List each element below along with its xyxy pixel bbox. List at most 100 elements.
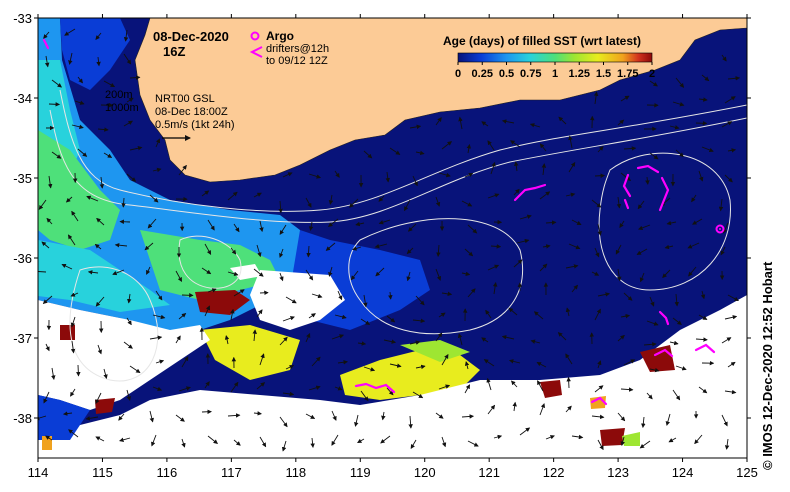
current-arrow	[374, 243, 388, 249]
colorbar-title: Age (days) of filled SST (wrt latest)	[443, 34, 641, 48]
current-arrow	[415, 150, 425, 156]
current-arrow	[96, 217, 105, 226]
current-arrow	[61, 263, 73, 270]
current-arrow	[675, 149, 684, 158]
current-arrow	[357, 341, 367, 346]
drifter-track	[354, 382, 396, 394]
current-arrow	[541, 163, 547, 176]
current-arrow	[487, 404, 496, 415]
current-arrow	[545, 220, 557, 225]
current-arrow	[412, 391, 424, 399]
current-arrow	[638, 224, 651, 230]
current-arrow	[95, 436, 105, 442]
current-arrow	[698, 314, 708, 320]
current-arrow	[334, 314, 347, 320]
current-arrow	[38, 199, 47, 210]
current-arrow	[352, 246, 362, 251]
current-arrow	[536, 362, 547, 368]
current-arrow	[71, 210, 79, 222]
lon-tick-label: 122	[543, 465, 565, 480]
lon-tick-label: 116	[157, 465, 178, 480]
current-arrow	[152, 386, 163, 391]
current-arrow	[103, 80, 116, 88]
current-arrow	[118, 413, 125, 421]
current-arrow	[435, 196, 441, 207]
current-arrow	[233, 223, 240, 233]
current-arrow	[438, 384, 451, 390]
current-arrow	[616, 196, 622, 209]
current-arrow	[325, 242, 336, 251]
current-arrow	[144, 242, 154, 251]
current-arrow	[230, 381, 239, 393]
lon-tick-label: 120	[414, 465, 436, 480]
current-arrow	[178, 313, 187, 320]
lat-tick-label: -34	[13, 91, 32, 106]
current-arrow	[305, 197, 312, 208]
current-arrow	[408, 415, 413, 429]
credit-label: © IMOS 12-Dec-2020 12:52 Hobart	[760, 261, 775, 470]
current-arrow	[375, 267, 385, 277]
current-arrow	[378, 219, 391, 225]
current-arrow	[415, 364, 426, 370]
patch-red-b	[540, 380, 562, 398]
patch-red-d	[60, 325, 75, 340]
drifter-legend-icon	[249, 46, 263, 58]
current-arrow	[645, 176, 650, 185]
current-arrow	[281, 440, 287, 452]
drifter-track	[622, 173, 632, 210]
current-arrow	[435, 117, 442, 126]
current-arrow	[45, 343, 50, 352]
current-arrow	[328, 218, 339, 227]
current-arrow	[126, 389, 131, 401]
current-vectors	[38, 28, 741, 452]
current-arrow	[698, 386, 708, 394]
current-arrow	[70, 316, 76, 328]
current-arrow	[354, 414, 359, 427]
current-arrow	[233, 439, 241, 446]
current-arrow	[149, 410, 154, 423]
current-arrow	[662, 269, 671, 279]
current-arrow	[409, 124, 422, 130]
current-arrow	[721, 414, 728, 427]
current-arrow	[71, 124, 84, 129]
current-arrow	[357, 438, 365, 443]
current-arrow	[388, 291, 393, 300]
drifter-track	[590, 396, 608, 406]
current-arrow	[410, 439, 417, 449]
current-arrow	[127, 293, 132, 304]
current-arrow	[466, 143, 472, 154]
current-arrow	[636, 248, 648, 255]
current-arrow	[539, 403, 545, 416]
current-arrow	[557, 332, 567, 341]
depth-label-1000m: 1000m	[105, 102, 139, 114]
current-arrow	[230, 308, 235, 321]
current-arrow	[519, 214, 532, 220]
current-arrow	[38, 269, 47, 274]
vector-scale-label: 0.5m/s (1kt 24h)	[155, 119, 234, 131]
current-arrow	[481, 121, 489, 127]
current-arrow	[308, 313, 316, 319]
current-arrow	[565, 353, 573, 365]
current-arrow	[493, 434, 503, 440]
current-arrow	[404, 199, 411, 212]
colorbar-tick-label: 2	[649, 68, 655, 80]
current-arrow	[259, 220, 264, 233]
current-arrow	[253, 411, 262, 416]
current-arrow	[558, 116, 567, 125]
current-arrow	[349, 198, 359, 208]
current-arrow	[77, 148, 88, 157]
current-arrow	[637, 200, 645, 210]
current-arrow	[207, 219, 215, 231]
current-arrow	[227, 191, 238, 201]
current-arrow	[724, 96, 736, 104]
current-arrow	[207, 288, 217, 293]
current-arrow	[68, 52, 73, 65]
current-arrow	[201, 190, 210, 197]
lon-tick-label: 123	[607, 465, 629, 480]
current-arrow	[204, 305, 210, 317]
current-arrow	[545, 435, 555, 440]
current-arrow	[464, 172, 474, 178]
current-arrow	[727, 294, 739, 301]
current-arrow	[259, 436, 267, 448]
lat-tick-label: -37	[13, 331, 32, 346]
